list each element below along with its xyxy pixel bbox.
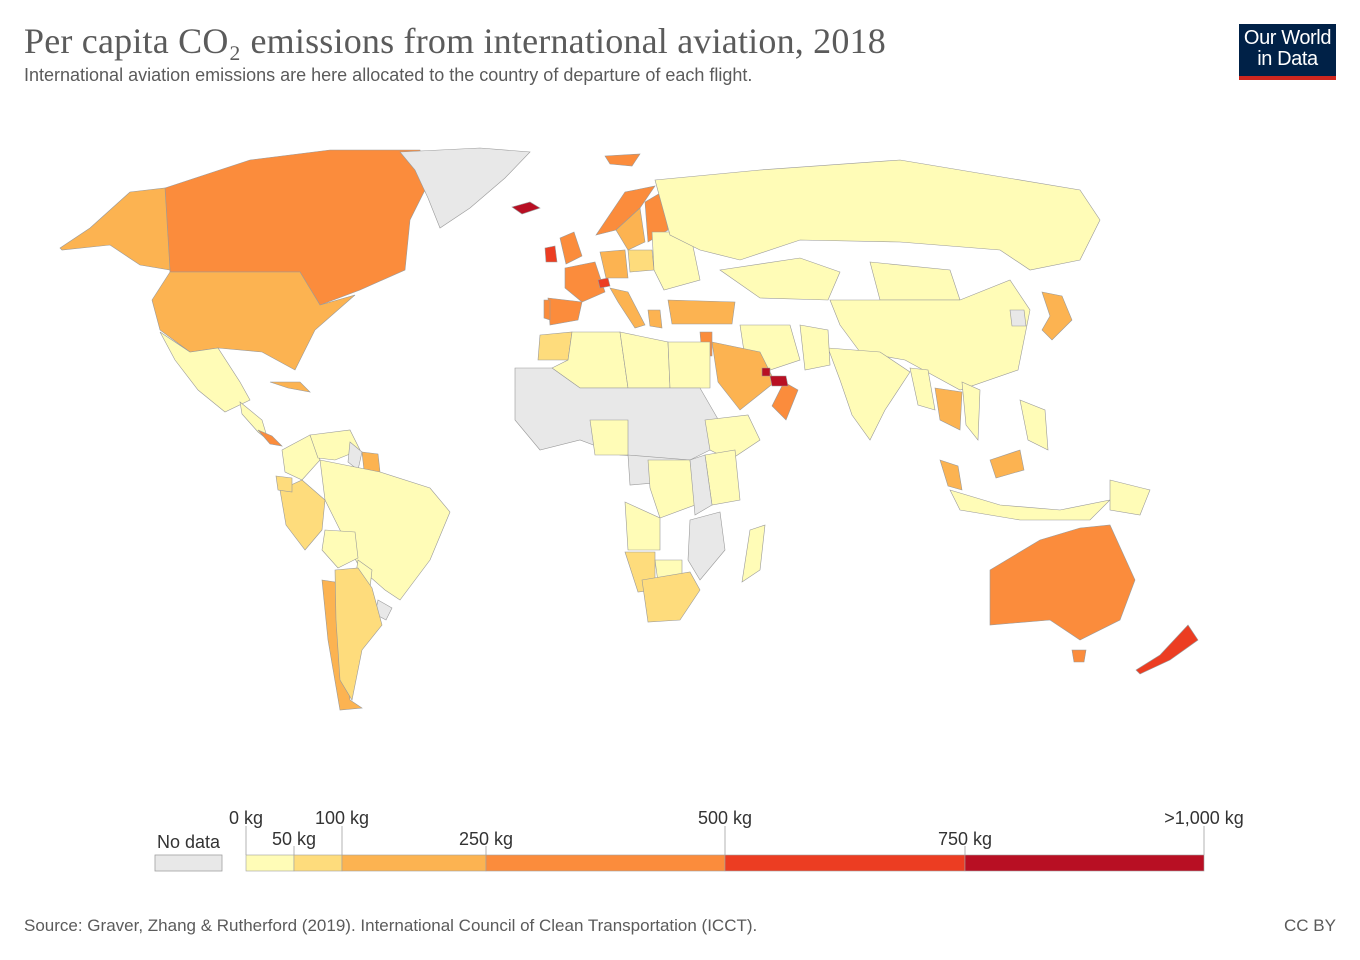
country-alaska-us[interactable]: Alaska (US) xyxy=(59,187,171,271)
country-switzerland[interactable]: Switzerland xyxy=(597,277,611,289)
country-mozambique[interactable]: Mozambique xyxy=(687,511,726,581)
country-indonesia[interactable]: Indonesia xyxy=(949,489,1111,521)
country-nigeria[interactable]: Nigeria xyxy=(589,419,629,456)
country-ethiopia[interactable]: Ethiopia xyxy=(704,414,761,461)
country-philippines[interactable]: Philippines xyxy=(1019,399,1049,451)
world-map: CanadaUnited StatesAlaska (US)GreenlandM… xyxy=(59,147,1199,711)
legend-bin-100-250[interactable] xyxy=(341,854,487,872)
country-kazakhstan[interactable]: Kazakhstan xyxy=(719,257,841,301)
country-vietnam[interactable]: Vietnam xyxy=(961,381,981,441)
country-myanmar[interactable]: Myanmar xyxy=(909,367,936,411)
legend-no-data-label: No data xyxy=(157,832,221,852)
country-bolivia[interactable]: Bolivia xyxy=(321,529,359,569)
country-dr-congo[interactable]: DR Congo xyxy=(647,459,696,519)
country-egypt[interactable]: Egypt xyxy=(667,341,711,389)
country-ireland[interactable]: Ireland xyxy=(544,245,558,263)
country-saudi-arabia[interactable]: Saudi Arabia xyxy=(711,341,776,411)
country-greenland[interactable]: Greenland xyxy=(399,147,531,229)
country-new-zealand[interactable]: New Zealand xyxy=(1135,624,1199,675)
country-cuba[interactable]: Cuba xyxy=(269,381,311,393)
country-argentina[interactable]: Argentina xyxy=(334,567,383,701)
legend-tick-label: 100 kg xyxy=(315,808,369,828)
country-india[interactable]: India xyxy=(827,347,911,441)
country-costa-rica[interactable]: Costa Rica xyxy=(257,429,283,447)
legend-bin-0-50[interactable] xyxy=(245,854,295,872)
country-iceland[interactable]: Iceland xyxy=(511,201,541,215)
country-libya[interactable]: Libya xyxy=(619,331,671,389)
country-united-arab-emirates[interactable]: United Arab Emirates xyxy=(769,375,789,387)
country-north-korea[interactable]: North Korea xyxy=(1009,309,1027,327)
legend-tick-label: 0 kg xyxy=(229,808,263,828)
logo-line-2: in Data xyxy=(1257,48,1318,70)
country-mongolia[interactable]: Mongolia xyxy=(869,261,961,301)
chart-subtitle: International aviation emissions are her… xyxy=(24,65,753,85)
country-angola[interactable]: Angola xyxy=(624,501,661,551)
country-thailand[interactable]: Thailand xyxy=(934,387,963,431)
country-south-africa[interactable]: South Africa xyxy=(641,571,701,623)
country-poland[interactable]: Poland xyxy=(627,249,655,273)
country-china[interactable]: China xyxy=(829,279,1031,391)
country-borneo-malaysia[interactable]: Borneo (Malaysia) xyxy=(989,449,1025,479)
country-brazil[interactable]: Brazil xyxy=(319,459,451,601)
legend-no-data-swatch[interactable] xyxy=(154,854,223,872)
source-note: Source: Graver, Zhang & Rutherford (2019… xyxy=(24,916,758,935)
country-turkey[interactable]: Turkey xyxy=(667,299,736,325)
legend-tick-label: >1,000 kg xyxy=(1164,808,1244,828)
country-pakistan[interactable]: Pakistan xyxy=(799,324,831,371)
chart-title: Per capita CO₂ emissions from internatio… xyxy=(24,21,886,61)
country-france[interactable]: France xyxy=(564,261,606,303)
country-spain[interactable]: Spain xyxy=(547,297,583,326)
country-sweden[interactable]: Sweden xyxy=(615,207,646,251)
country-ecuador[interactable]: Ecuador xyxy=(275,475,293,493)
country-germany[interactable]: Germany xyxy=(599,249,629,279)
country-portugal[interactable]: Portugal xyxy=(543,299,551,321)
country-malaysia[interactable]: Malaysia xyxy=(939,459,963,491)
legend-bin-500-750[interactable] xyxy=(724,854,966,872)
country-united-kingdom[interactable]: United Kingdom xyxy=(559,231,583,265)
country-australia[interactable]: Australia xyxy=(989,524,1136,641)
legend-tick-label: 500 kg xyxy=(698,808,752,828)
country-venezuela[interactable]: Venezuela xyxy=(309,429,361,461)
country-layer: CanadaUnited StatesAlaska (US)GreenlandM… xyxy=(59,147,1199,711)
country-svalbard[interactable]: Svalbard xyxy=(604,153,641,167)
country-mexico[interactable]: Mexico xyxy=(159,331,251,413)
legend-bin-250-500[interactable] xyxy=(485,854,726,872)
country-east-africa[interactable]: East Africa xyxy=(689,454,713,516)
country-madagascar[interactable]: Madagascar xyxy=(741,524,766,583)
owid-logo[interactable]: Our World in Data xyxy=(1239,24,1336,80)
legend-tick-label: 750 kg xyxy=(938,829,992,849)
legend-tick-label: 50 kg xyxy=(272,829,316,849)
license-link[interactable]: CC BY xyxy=(1284,916,1336,935)
country-qatar[interactable]: Qatar xyxy=(761,367,771,377)
legend-bin-50-100[interactable] xyxy=(293,854,343,872)
country-peru[interactable]: Peru xyxy=(279,479,326,551)
country-japan[interactable]: Japan xyxy=(1041,291,1073,341)
country-papua-new-guinea[interactable]: Papua New Guinea xyxy=(1109,479,1151,516)
country-greece[interactable]: Greece xyxy=(647,309,663,329)
country-norway[interactable]: Norway xyxy=(595,185,656,236)
country-oman[interactable]: Oman xyxy=(771,381,799,421)
country-tasmania[interactable]: Tasmania xyxy=(1071,649,1087,663)
country-united-states[interactable]: United States xyxy=(151,271,356,371)
legend-tick-label: 250 kg xyxy=(459,829,513,849)
country-russia[interactable]: Russia xyxy=(654,159,1101,271)
legend-bin-750-1000[interactable] xyxy=(964,854,1205,872)
logo-line-1: Our World xyxy=(1243,27,1332,49)
country-italy[interactable]: Italy xyxy=(609,287,646,329)
country-colombia[interactable]: Colombia xyxy=(281,434,321,481)
country-morocco[interactable]: Morocco xyxy=(537,331,573,361)
